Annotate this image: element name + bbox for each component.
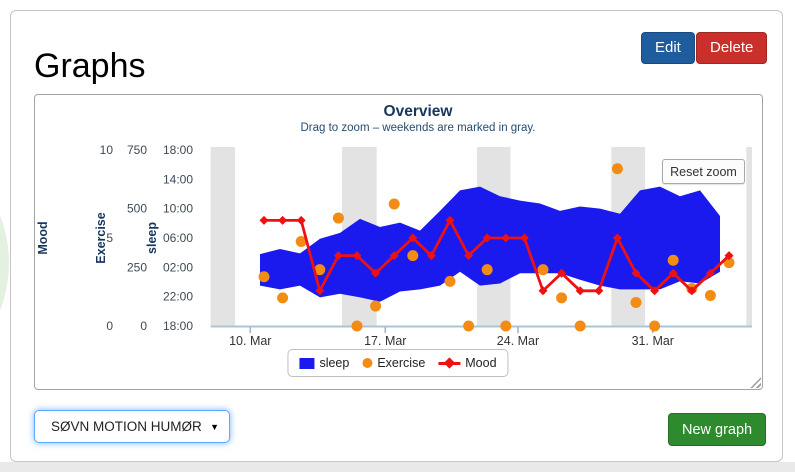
- x-axis-tick-label: 24. Mar: [497, 334, 539, 348]
- exercise-point: [388, 198, 400, 210]
- mood-point: [445, 215, 455, 225]
- mood-point: [389, 251, 399, 261]
- chart-legend: sleep Exercise Mood: [287, 349, 509, 377]
- mood-point: [668, 268, 678, 278]
- exercise-point: [574, 320, 586, 332]
- mood-point: [519, 233, 529, 243]
- y-axis-tick-label: 10: [100, 143, 114, 157]
- mood-point: [687, 286, 697, 296]
- legend-label-exercise: Exercise: [377, 356, 426, 370]
- y-axis-tick-label: 250: [127, 260, 147, 274]
- y-axis-tick-label: 500: [127, 202, 147, 216]
- exercise-point: [258, 271, 270, 283]
- legend-label-mood: Mood: [465, 356, 497, 370]
- mood-point: [333, 251, 343, 261]
- exercise-point: [277, 292, 289, 304]
- background-green-circle: [0, 133, 9, 393]
- exercise-series-marker-icon: [362, 358, 373, 368]
- chevron-down-icon: ▼: [210, 421, 219, 432]
- exercise-point: [649, 320, 661, 332]
- exercise-point: [370, 300, 382, 312]
- exercise-point: [500, 320, 512, 332]
- mood-point: [575, 286, 585, 296]
- y-axis-title: sleep: [145, 222, 159, 254]
- reset-zoom-button[interactable]: Reset zoom: [662, 159, 745, 184]
- exercise-point: [295, 236, 307, 248]
- mood-point: [631, 268, 641, 278]
- legend-item-sleep[interactable]: sleep: [299, 356, 349, 370]
- graph-select[interactable]: SØVN MOTION HUMØR ▼: [34, 410, 230, 443]
- exercise-point: [537, 264, 549, 276]
- mood-point: [557, 268, 567, 278]
- legend-label-sleep: sleep: [319, 356, 350, 370]
- exercise-point: [332, 212, 344, 224]
- weekend-band: [210, 147, 235, 326]
- exercise-point: [444, 275, 456, 287]
- mood-point: [594, 286, 604, 296]
- exercise-point: [407, 250, 419, 262]
- legend-item-mood[interactable]: Mood: [438, 356, 497, 370]
- exercise-point: [481, 264, 493, 276]
- exercise-point: [314, 264, 326, 276]
- sleep-area: [260, 186, 720, 302]
- chart-panel: Overview Drag to zoom – weekends are mar…: [34, 94, 763, 390]
- y-axis-tick-label: 0: [140, 319, 147, 333]
- edit-button[interactable]: Edit: [641, 32, 695, 64]
- mood-point: [482, 233, 492, 243]
- weekend-band: [746, 147, 752, 326]
- graph-select-value: SØVN MOTION HUMØR: [51, 419, 202, 434]
- y-axis-tick-label: 0: [106, 319, 113, 333]
- y-axis-tick-label: 22:00: [163, 290, 193, 304]
- mood-point: [371, 268, 381, 278]
- y-axis-tick-label: 14:00: [163, 172, 193, 186]
- mood-point: [408, 233, 418, 243]
- mood-point: [650, 286, 660, 296]
- delete-button[interactable]: Delete: [696, 32, 768, 64]
- exercise-point: [667, 254, 679, 266]
- mood-point: [426, 251, 436, 261]
- exercise-point: [704, 289, 716, 301]
- legend-item-exercise[interactable]: Exercise: [362, 356, 425, 370]
- mood-point: [464, 251, 474, 261]
- y-axis-tick-label: 02:00: [163, 260, 193, 274]
- new-graph-button[interactable]: New graph: [668, 413, 767, 446]
- mood-series-marker-icon: [438, 356, 461, 369]
- y-axis-tick-label: 10:00: [163, 202, 193, 216]
- x-axis-tick-label: 31. Mar: [632, 334, 674, 348]
- main-card: Graphs Edit Delete Overview Drag to zoom…: [10, 10, 783, 462]
- x-axis-tick-label: 10. Mar: [229, 334, 271, 348]
- y-axis-tick-label: 18:00: [163, 319, 193, 333]
- exercise-point: [463, 320, 475, 332]
- resize-grip-icon[interactable]: [750, 377, 761, 388]
- mood-point: [612, 233, 622, 243]
- chart-plot-area[interactable]: 10. Mar 17. Mar 24. Mar 31. Mar 0 5 10 Mood 0 250…: [35, 95, 760, 387]
- mood-point: [724, 251, 734, 261]
- mood-point: [315, 286, 325, 296]
- y-axis-title: Mood: [36, 221, 50, 254]
- y-axis-tick-label: 06:00: [163, 231, 193, 245]
- page-title: Graphs: [34, 47, 146, 85]
- mood-point: [278, 215, 288, 225]
- page-bottom-strip: [0, 462, 795, 472]
- mood-point: [296, 215, 306, 225]
- exercise-point: [351, 320, 363, 332]
- sleep-series-marker-icon: [299, 357, 315, 369]
- mood-point: [259, 215, 269, 225]
- exercise-point: [611, 163, 623, 175]
- y-axis-tick-label: 5: [106, 231, 113, 245]
- chart-title: Overview: [383, 103, 453, 120]
- mood-point: [538, 286, 548, 296]
- y-axis-title: Exercise: [94, 212, 108, 263]
- mood-point: [352, 251, 362, 261]
- mood-point: [501, 233, 511, 243]
- exercise-point: [630, 297, 642, 309]
- x-axis-tick-label: 17. Mar: [364, 334, 406, 348]
- mood-point: [705, 268, 715, 278]
- y-axis-tick-label: 750: [127, 143, 147, 157]
- y-axis-tick-label: 18:00: [163, 143, 193, 157]
- chart-subtitle: Drag to zoom – weekends are marked in gr…: [300, 122, 536, 134]
- exercise-point: [556, 292, 568, 304]
